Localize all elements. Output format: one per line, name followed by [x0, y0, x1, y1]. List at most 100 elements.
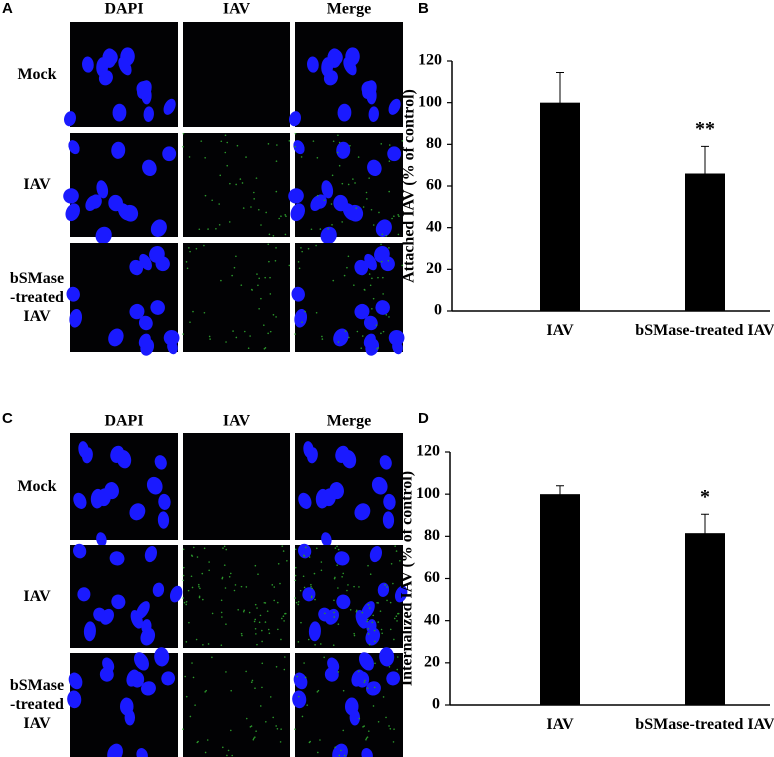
nucleus — [110, 445, 125, 463]
viral-signal — [312, 140, 315, 142]
viral-signal — [307, 638, 310, 641]
viral-signal — [268, 260, 270, 263]
viral-signal — [353, 585, 355, 588]
viral-signal — [183, 601, 186, 604]
viral-signal — [361, 335, 364, 337]
viral-signal — [269, 276, 271, 279]
viral-signal — [321, 335, 323, 338]
viral-signal — [191, 586, 194, 589]
nucleus — [107, 743, 123, 757]
nucleus — [375, 300, 390, 315]
viral-signal — [381, 233, 384, 236]
viral-signal — [182, 579, 185, 582]
nucleus — [368, 106, 379, 122]
viral-signal — [269, 330, 272, 333]
viral-signal — [336, 564, 338, 566]
viral-signal — [223, 564, 226, 566]
column-header: Merge — [327, 413, 371, 430]
micrograph — [70, 433, 178, 547]
micrograph — [182, 243, 291, 352]
viral-signal — [249, 726, 252, 728]
viral-signal — [220, 599, 223, 602]
viral-signal — [272, 716, 274, 719]
viral-signal — [268, 632, 271, 635]
viral-signal — [220, 611, 223, 614]
viral-signal — [310, 583, 312, 586]
nucleus — [362, 80, 377, 99]
viral-signal — [382, 696, 385, 698]
viral-signal — [275, 665, 278, 668]
viral-signal — [332, 644, 335, 647]
nucleus — [307, 56, 319, 73]
viral-signal — [303, 662, 305, 664]
viral-signal — [348, 336, 350, 339]
nucleus — [333, 328, 349, 347]
nucleus — [354, 303, 370, 320]
viral-signal — [385, 313, 388, 316]
viral-signal — [300, 621, 302, 624]
viral-signal — [323, 199, 326, 202]
viral-signal — [225, 671, 227, 673]
viral-signal — [286, 560, 288, 562]
viral-signal — [194, 704, 196, 706]
viral-signal — [219, 174, 222, 177]
viral-signal — [250, 681, 253, 683]
viral-signal — [376, 347, 378, 350]
viral-signal — [317, 689, 320, 692]
nucleus — [327, 48, 342, 68]
column-header: IAV — [223, 413, 251, 430]
viral-signal — [208, 561, 210, 563]
y-tick-label: 100 — [418, 93, 442, 110]
viral-signal — [374, 640, 376, 643]
viral-signal — [282, 550, 285, 552]
viral-signal — [182, 574, 185, 577]
viral-signal — [220, 279, 222, 282]
error-bar — [556, 71, 564, 134]
viral-signal — [185, 695, 188, 698]
nucleus — [136, 748, 148, 757]
nucleus — [102, 48, 117, 68]
viral-signal — [263, 347, 266, 350]
viral-signal — [242, 207, 245, 209]
viral-signal — [202, 598, 204, 601]
nucleus — [163, 329, 180, 346]
viral-signal — [301, 321, 303, 323]
viral-signal — [337, 548, 340, 551]
viral-signal — [333, 611, 335, 614]
viral-signal — [303, 586, 306, 589]
viral-signal — [204, 691, 206, 693]
viral-signal — [215, 227, 217, 230]
viral-signal — [284, 656, 286, 658]
y-tick-label: 20 — [424, 654, 440, 671]
nucleus — [63, 188, 79, 204]
nucleus — [67, 690, 82, 709]
nucleus — [380, 256, 395, 272]
viral-signal — [191, 662, 193, 664]
viral-signal — [198, 585, 200, 588]
viral-signal — [188, 156, 191, 158]
viral-signal — [386, 599, 388, 602]
viral-signal — [208, 335, 211, 338]
viral-signal — [267, 628, 270, 631]
viral-signal — [182, 728, 184, 730]
viral-signal — [363, 725, 365, 727]
viral-signal — [377, 602, 379, 604]
viral-signal — [184, 675, 186, 678]
viral-signal — [253, 737, 255, 740]
viral-signal — [192, 676, 195, 679]
viral-signal — [240, 585, 243, 588]
nucleus — [126, 669, 140, 687]
micrograph — [182, 653, 290, 757]
nucleus — [335, 445, 350, 463]
viral-signal — [324, 612, 326, 615]
viral-signal — [331, 174, 334, 177]
viral-signal — [358, 586, 360, 588]
viral-signal — [341, 182, 344, 185]
viral-signal — [236, 144, 239, 147]
significance-mark: * — [700, 486, 710, 508]
nucleus — [354, 259, 369, 276]
viral-signal — [380, 243, 382, 246]
viral-signal — [265, 720, 267, 723]
nucleus — [386, 671, 401, 686]
viral-signal — [245, 670, 247, 673]
